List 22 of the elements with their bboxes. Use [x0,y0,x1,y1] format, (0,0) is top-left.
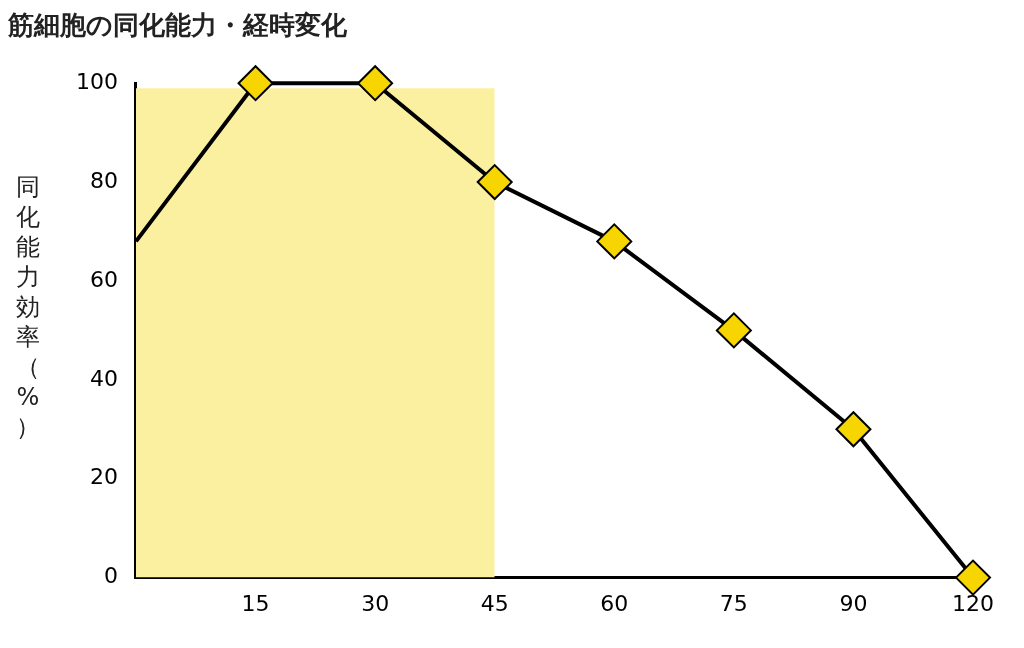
y-tick-label: 40 [89,365,118,391]
y-tick-label: 20 [89,464,118,490]
x-tick-label: 30 [361,590,390,616]
point [357,65,394,102]
y-tick-label: 100 [75,68,118,94]
x-tick-label: 45 [480,590,509,616]
chart-title: 筋細胞の同化能力・経時変化 [8,9,348,42]
x-tick-label: 15 [241,590,270,616]
x-tick-label: 120 [952,590,994,616]
y-tick-label: 80 [89,167,118,193]
y-tick-label: 0 [103,563,118,589]
point [237,65,274,102]
point [835,411,872,448]
point [596,223,633,260]
y-tick-label: 60 [89,266,118,292]
point [955,559,991,596]
x-tick-label: 60 [600,590,629,616]
text: 同化能力効率（%） [16,173,40,441]
x-tick-label: 90 [839,590,868,616]
x-tick-label: 75 [719,590,748,616]
point [715,312,752,349]
point [476,164,513,201]
